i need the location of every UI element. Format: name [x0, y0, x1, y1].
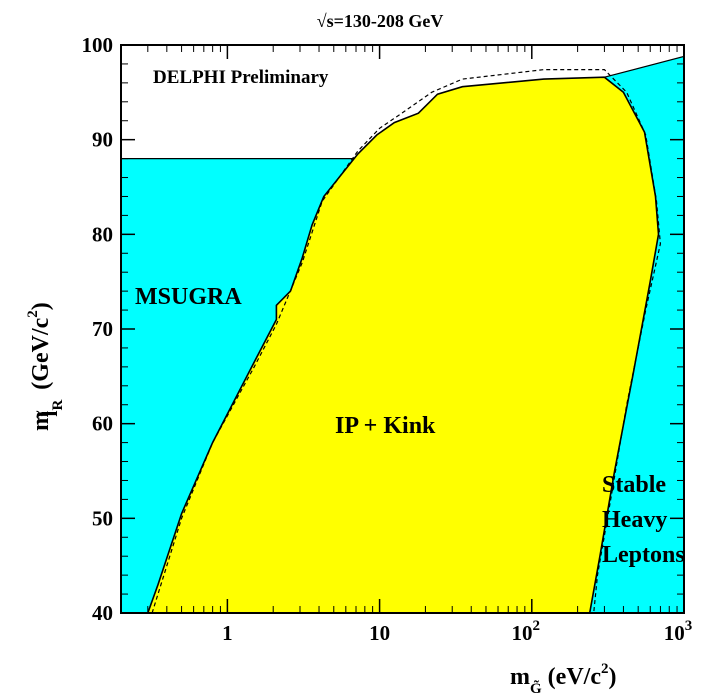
stable-label-line3: Leptons [602, 542, 685, 568]
ip-kink-label: IP + Kink [335, 413, 436, 439]
y-tick-label: 100 [82, 33, 114, 57]
stable-label-line2: Heavy [602, 507, 667, 533]
ip-kink-region [146, 76, 660, 614]
chart-title: √s=130-208 GeV [317, 11, 444, 31]
y-tick-label: 80 [92, 222, 113, 246]
y-tick-label: 60 [92, 412, 113, 436]
y-axis-label: m~lR(GeV/c2) [25, 302, 66, 431]
exclusion-regions [120, 55, 685, 614]
x-tick-label: 102 [512, 618, 541, 645]
y-tick-label: 90 [92, 128, 113, 152]
y-tick-label: 50 [92, 506, 113, 530]
x-tick-label: 1 [222, 621, 233, 645]
msugra-label: MSUGRA [135, 284, 242, 310]
stable-label-line1: Stable [602, 472, 666, 498]
experiment-label: DELPHI Preliminary [153, 67, 329, 88]
x-tick-label: 103 [664, 618, 693, 645]
y-tick-label: 40 [92, 601, 113, 625]
x-tick-label: 10 [369, 621, 390, 645]
x-axis-label: mG̃ (eV/c2) [510, 661, 616, 696]
expected-limit-dashed [151, 68, 662, 614]
y-tick-label: 70 [92, 317, 113, 341]
